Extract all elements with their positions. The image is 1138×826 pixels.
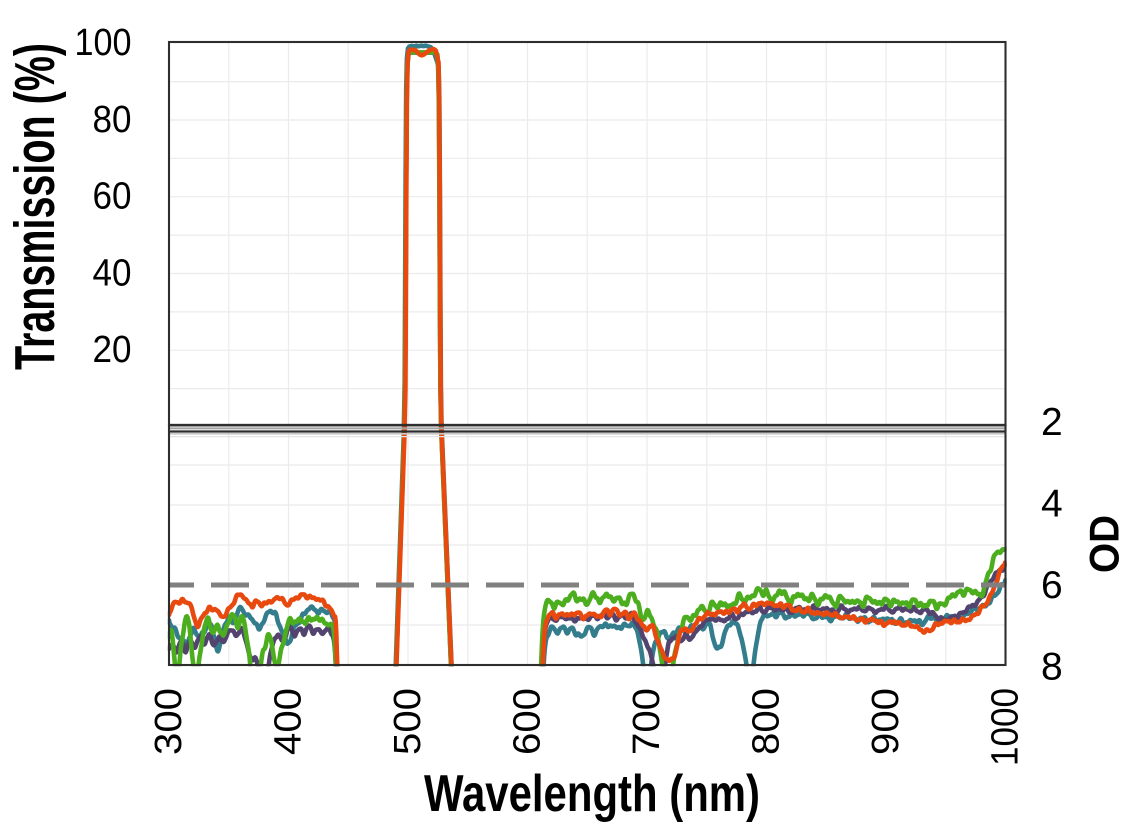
svg-text:100: 100 xyxy=(75,22,132,64)
svg-text:40: 40 xyxy=(93,253,132,295)
svg-text:400: 400 xyxy=(268,688,310,755)
svg-text:80: 80 xyxy=(93,99,132,141)
svg-text:20: 20 xyxy=(93,329,132,371)
svg-text:8: 8 xyxy=(1041,646,1063,689)
svg-text:500: 500 xyxy=(387,688,429,755)
svg-text:300: 300 xyxy=(148,688,190,755)
svg-text:1000: 1000 xyxy=(985,688,1027,766)
svg-text:4: 4 xyxy=(1041,483,1063,526)
svg-text:Transmission (%): Transmission (%) xyxy=(3,43,67,370)
svg-text:2: 2 xyxy=(1041,401,1063,444)
svg-text:OD: OD xyxy=(1081,515,1128,573)
svg-text:600: 600 xyxy=(507,688,549,755)
svg-text:800: 800 xyxy=(746,688,788,755)
svg-text:700: 700 xyxy=(626,688,668,755)
svg-text:6: 6 xyxy=(1041,564,1063,607)
svg-text:Wavelength (nm): Wavelength (nm) xyxy=(424,765,760,823)
svg-text:60: 60 xyxy=(93,176,132,218)
svg-text:900: 900 xyxy=(865,688,907,755)
